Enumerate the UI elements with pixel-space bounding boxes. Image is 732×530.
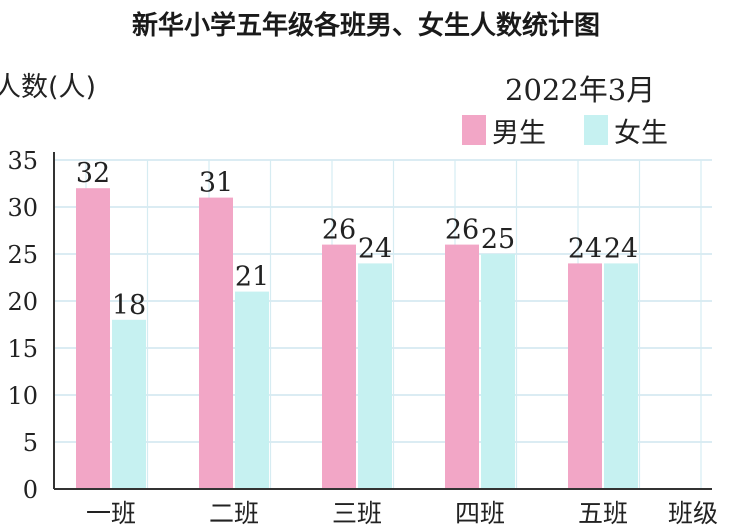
data-label: 21 — [235, 262, 269, 293]
bar-male-3 — [322, 244, 356, 489]
category-label: 三班 — [332, 499, 382, 528]
y-tick-label: 35 — [7, 147, 38, 175]
bar-male-5 — [568, 263, 602, 489]
legend-swatch-female — [584, 115, 608, 145]
y-tick-label: 30 — [7, 194, 38, 222]
legend-swatch-male — [462, 115, 486, 145]
bar-male-2 — [199, 197, 233, 489]
data-label: 32 — [76, 158, 110, 189]
y-tick-label: 20 — [7, 288, 38, 316]
axes — [53, 152, 712, 490]
data-label: 18 — [112, 290, 146, 321]
category-label: 一班 — [86, 499, 136, 528]
data-label: 26 — [322, 215, 356, 246]
x-axis-label: 班级 — [668, 499, 718, 528]
category-label: 五班 — [578, 499, 628, 528]
legend-label: 女生 — [614, 118, 668, 149]
bar-female-3 — [358, 263, 392, 489]
data-label: 25 — [481, 224, 515, 255]
data-label: 31 — [199, 168, 233, 199]
data-label: 24 — [604, 233, 638, 264]
x-categories: 一班 二班 三班 四班 五班 — [86, 499, 628, 528]
bar-male-4 — [445, 244, 479, 489]
y-tick-label: 25 — [7, 241, 38, 269]
y-tick-label: 0 — [23, 476, 38, 504]
y-tick-label: 10 — [7, 382, 38, 410]
bar-female-1 — [112, 319, 146, 489]
y-axis-label: 人数(人) — [0, 72, 96, 103]
y-tick-label: 15 — [7, 335, 38, 363]
category-label: 四班 — [455, 499, 505, 528]
category-label: 二班 — [209, 499, 259, 528]
data-label: 24 — [568, 233, 602, 264]
bar-female-4 — [481, 254, 515, 489]
bars — [76, 188, 638, 489]
legend-label: 男生 — [492, 118, 546, 149]
y-tick-label: 5 — [23, 429, 38, 457]
data-label: 24 — [358, 233, 392, 264]
data-label: 26 — [445, 215, 479, 246]
chart-title: 新华小学五年级各班男、女生人数统计图 — [132, 10, 600, 41]
bar-female-2 — [235, 291, 269, 489]
legend: 男生 女生 — [462, 115, 668, 149]
bar-male-1 — [76, 188, 110, 489]
y-ticks: 0 5 10 15 20 25 30 35 — [7, 147, 38, 504]
date-label: 2022年3月 — [505, 73, 655, 107]
bar-female-5 — [604, 263, 638, 489]
